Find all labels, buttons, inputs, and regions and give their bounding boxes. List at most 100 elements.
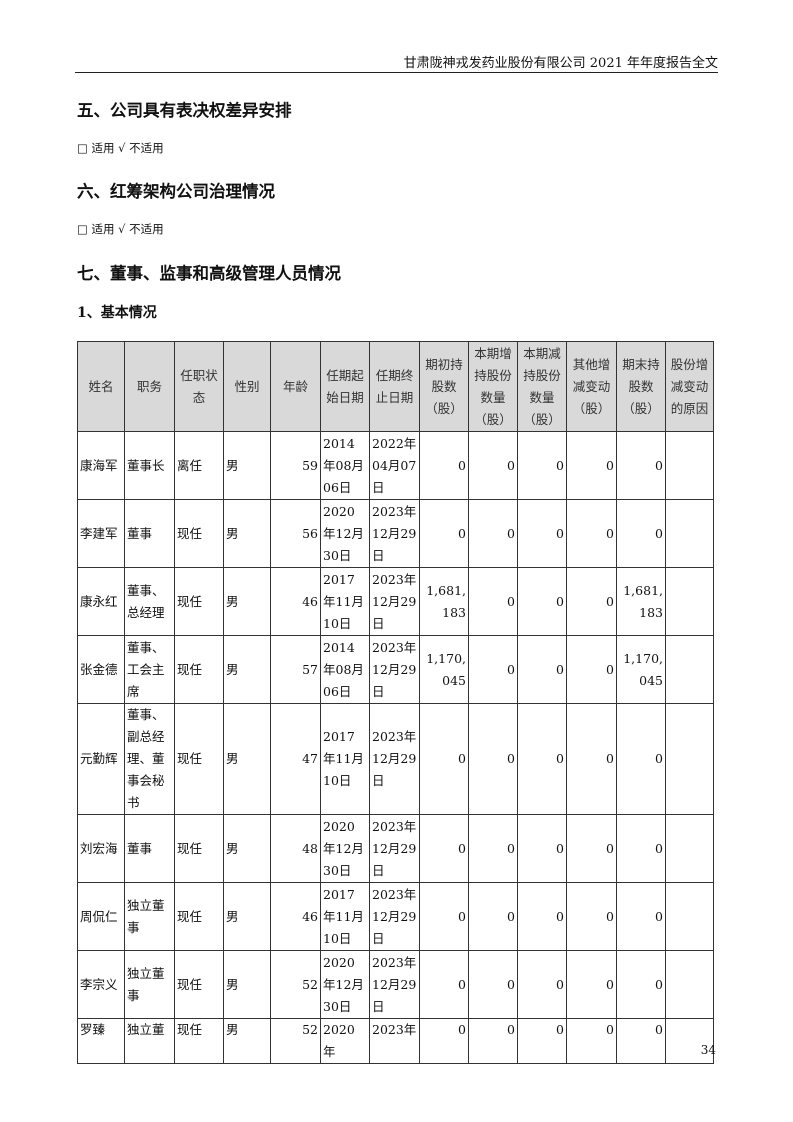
column-header: 期末持股数（股） bbox=[616, 341, 666, 432]
table-cell: 男 bbox=[223, 431, 271, 500]
table-cell: 现任 bbox=[174, 814, 224, 883]
column-header: 任期起始日期 bbox=[320, 341, 370, 432]
table-cell: 董事、副总经理、董事会秘书 bbox=[124, 703, 175, 815]
table-cell: 李建军 bbox=[77, 499, 125, 568]
table-cell: 男 bbox=[223, 635, 271, 704]
table-cell: 现任 bbox=[174, 635, 224, 704]
table-cell: 0 bbox=[517, 950, 567, 1019]
table-cell: 现任 bbox=[174, 499, 224, 568]
table-cell: 刘宏海 bbox=[77, 814, 125, 883]
table-cell: 现任 bbox=[174, 567, 224, 636]
running-header: 甘肃陇神戎发药业股份有限公司 2021 年年度报告全文 bbox=[403, 56, 718, 71]
table-cell: 2017年11月10日 bbox=[320, 882, 370, 951]
table-cell: 罗臻 bbox=[77, 1018, 125, 1064]
table-cell: 男 bbox=[223, 1018, 271, 1064]
column-header: 性别 bbox=[223, 341, 271, 432]
table-cell: 0 bbox=[517, 1018, 567, 1064]
table-cell: 0 bbox=[468, 882, 518, 951]
table-cell: 59 bbox=[270, 431, 321, 500]
table-cell: 张金德 bbox=[77, 635, 125, 704]
column-header: 股份增减变动的原因 bbox=[665, 341, 714, 432]
section-note-6: □ 适用 √ 不适用 bbox=[77, 222, 164, 236]
table-cell: 周侃仁 bbox=[77, 882, 125, 951]
column-header: 职务 bbox=[124, 341, 175, 432]
column-header: 本期增持股份数量（股） bbox=[468, 341, 518, 432]
table-cell: 2020年 bbox=[320, 1018, 370, 1064]
table-cell: 2020年12月30日 bbox=[320, 499, 370, 568]
table-cell: 李宗义 bbox=[77, 950, 125, 1019]
table-cell: 1,170,045 bbox=[419, 635, 469, 704]
table-cell: 0 bbox=[517, 814, 567, 883]
table-cell: 0 bbox=[566, 567, 617, 636]
table-cell: 现任 bbox=[174, 950, 224, 1019]
table-cell: 1,681,183 bbox=[419, 567, 469, 636]
table-cell: 0 bbox=[468, 499, 518, 568]
column-header: 本期减持股份数量（股） bbox=[517, 341, 567, 432]
page-number: 34 bbox=[700, 1043, 716, 1057]
table-cell: 0 bbox=[566, 499, 617, 568]
table-cell: 0 bbox=[566, 635, 617, 704]
table-cell: 0 bbox=[517, 499, 567, 568]
table-cell: 0 bbox=[419, 814, 469, 883]
table-cell: 0 bbox=[616, 950, 666, 1019]
table-cell: 2023年 bbox=[369, 1018, 420, 1064]
table-row: 刘宏海 董事 现任男 48 2020年12月30日 2023年12月29日 0 0 0 0 0 bbox=[77, 814, 714, 883]
table-cell: 56 bbox=[270, 499, 321, 568]
table-cell: 0 bbox=[566, 814, 617, 883]
table-cell: 0 bbox=[468, 567, 518, 636]
table-cell: 0 bbox=[517, 567, 567, 636]
table-cell: 男 bbox=[223, 703, 271, 815]
table-cell: 0 bbox=[468, 703, 518, 815]
table-cell: 2023年12月29日 bbox=[369, 567, 420, 636]
table-cell: 0 bbox=[566, 703, 617, 815]
table-cell: 0 bbox=[468, 950, 518, 1019]
table-cell: 现任 bbox=[174, 1018, 224, 1064]
table-cell: 0 bbox=[616, 703, 666, 815]
table-cell: 2020年12月30日 bbox=[320, 814, 370, 883]
table-cell: 康海军 bbox=[77, 431, 125, 500]
table-cell: 董事 bbox=[124, 814, 175, 883]
section-title-5: 五、公司具有表决权差异安排 bbox=[77, 101, 292, 120]
table-cell: 47 bbox=[270, 703, 321, 815]
table-cell: 0 bbox=[616, 499, 666, 568]
table-cell: 2023年12月29日 bbox=[369, 882, 420, 951]
table-cell: 46 bbox=[270, 882, 321, 951]
table-cell: 2023年12月29日 bbox=[369, 814, 420, 883]
table-cell: 0 bbox=[468, 635, 518, 704]
table-cell: 独立董事 bbox=[124, 882, 175, 951]
table-row: 张金德 董事、工会主席 现任男 57 2014年08月06日 2023年12月29日 1,1… bbox=[77, 635, 714, 704]
table-cell: 0 bbox=[616, 882, 666, 951]
table-cell: 52 bbox=[270, 950, 321, 1019]
table-cell: 57 bbox=[270, 635, 321, 704]
table-cell: 46 bbox=[270, 567, 321, 636]
column-header: 其他增减变动（股） bbox=[566, 341, 617, 432]
table-cell: 52 bbox=[270, 1018, 321, 1064]
table-cell: 0 bbox=[566, 1018, 617, 1064]
table-cell bbox=[665, 567, 714, 636]
table-cell bbox=[665, 499, 714, 568]
table-cell: 0 bbox=[419, 882, 469, 951]
table-cell: 董事 bbox=[124, 499, 175, 568]
table-cell bbox=[665, 635, 714, 704]
table-cell: 0 bbox=[419, 950, 469, 1019]
table-cell: 董事长 bbox=[124, 431, 175, 500]
table-cell bbox=[665, 431, 714, 500]
table-cell: 2017年11月10日 bbox=[320, 567, 370, 636]
table-cell: 0 bbox=[517, 703, 567, 815]
table-cell: 0 bbox=[419, 499, 469, 568]
table-cell: 董事、工会主席 bbox=[124, 635, 175, 704]
section-title-6: 六、红筹架构公司治理情况 bbox=[77, 182, 275, 201]
table-cell: 康永红 bbox=[77, 567, 125, 636]
table-cell: 元勤辉 bbox=[77, 703, 125, 815]
table-cell: 0 bbox=[517, 431, 567, 500]
section-title-7: 七、董事、监事和高级管理人员情况 bbox=[77, 264, 341, 283]
table-cell: 2022年04月07日 bbox=[369, 431, 420, 500]
column-header: 任期终止日期 bbox=[369, 341, 420, 432]
table-cell: 2017年11月10日 bbox=[320, 703, 370, 815]
table-cell: 0 bbox=[566, 950, 617, 1019]
table-cell: 0 bbox=[517, 635, 567, 704]
table-cell: 男 bbox=[223, 814, 271, 883]
table-cell: 2023年12月29日 bbox=[369, 950, 420, 1019]
table-row: 周侃仁 独立董事 现任男 46 2017年11月10日 2023年12月29日 0 0 0 0 0 bbox=[77, 882, 714, 951]
table-row: 李宗义 独立董事 现任男 52 2020年12月30日 2023年12月29日 0 0 0 0 0 bbox=[77, 950, 714, 1019]
